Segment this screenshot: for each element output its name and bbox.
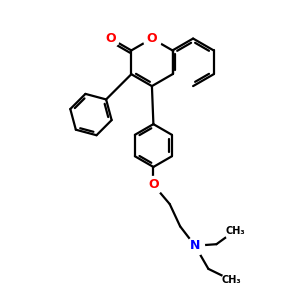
Text: CH₃: CH₃: [225, 226, 245, 236]
Text: CH₃: CH₃: [222, 275, 242, 285]
Text: O: O: [148, 178, 159, 191]
Text: N: N: [190, 239, 200, 252]
Text: O: O: [147, 32, 157, 45]
Text: O: O: [105, 32, 116, 45]
